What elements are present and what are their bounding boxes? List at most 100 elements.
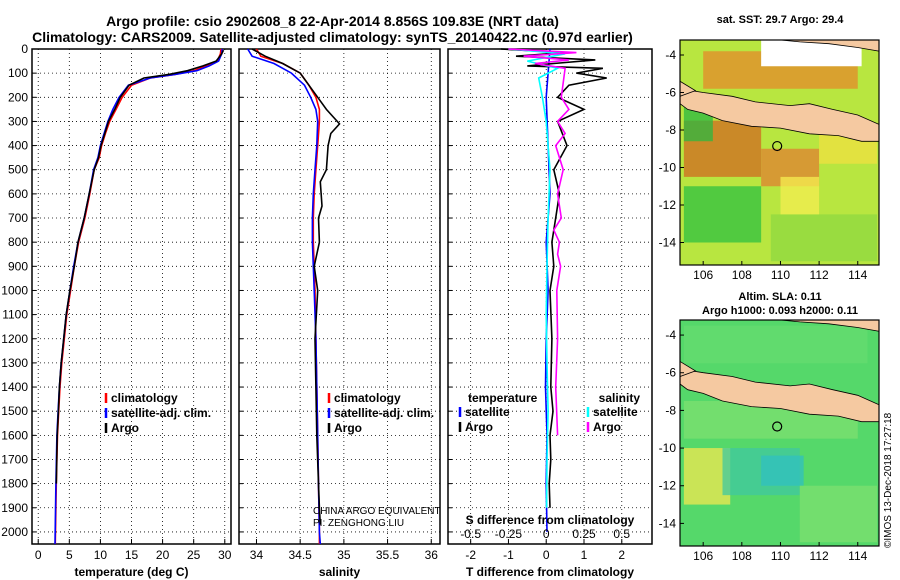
sal-legend-label: Argo <box>334 421 362 435</box>
x-tick-label: 35 <box>337 548 351 562</box>
x-tick-label: 34.5 <box>288 548 312 562</box>
series-line-s-argo <box>508 48 577 436</box>
y-tick-label: 2000 <box>1 525 28 539</box>
sst-map-patch <box>780 176 820 215</box>
diff-temp-legend-label: satellite <box>465 405 510 419</box>
y-tick-label: 1600 <box>1 428 28 442</box>
map-y-tick-label: -10 <box>659 161 677 175</box>
series-line-argo <box>55 49 225 484</box>
y-tick-label: 100 <box>8 66 28 80</box>
sla-map-title-2: Argo h1000: 0.093 h2000: 0.11 <box>702 305 858 317</box>
temp-legend-label: Argo <box>111 421 139 435</box>
map-x-tick-label: 110 <box>771 268 790 282</box>
sla-map-patch <box>683 325 868 364</box>
map-y-tick-label: -14 <box>659 516 677 530</box>
y-tick-label: 1500 <box>1 404 28 418</box>
map-y-tick-label: -14 <box>659 236 677 250</box>
sst-map <box>679 39 880 266</box>
temp-legend-label: satellite-adj. clim. <box>111 406 211 420</box>
y-tick-label: 0 <box>21 42 28 56</box>
x-tick-label: -2 <box>465 548 476 562</box>
x-tick-label: -1 <box>503 548 514 562</box>
map-y-tick-label: -4 <box>665 328 676 342</box>
secondary-tick-label: -0.5 <box>460 527 481 541</box>
sla-map-title-1: Altim. SLA: 0.11 <box>738 291 822 303</box>
map-x-tick-label: 106 <box>693 549 713 563</box>
x-tick-label: 25 <box>187 548 201 562</box>
float-annotation-2: PI: ZENGHONG LIU <box>313 518 405 529</box>
x-tick-label: 2 <box>618 548 625 562</box>
x-axis-label: temperature (deg C) <box>74 565 188 579</box>
sst-argo-point <box>772 140 783 152</box>
map-x-tick-label: 108 <box>732 549 752 563</box>
diff-temp-legend-title: temperature <box>468 391 538 405</box>
y-tick-label: 700 <box>8 211 28 225</box>
map-y-tick-label: -8 <box>665 123 676 137</box>
sla-map-patch <box>761 455 804 486</box>
temp-legend-label: climatology <box>111 391 178 405</box>
sla-argo-point <box>772 421 783 432</box>
y-tick-label: 500 <box>8 163 28 177</box>
map-x-tick-label: 114 <box>848 549 867 563</box>
x-tick-label: 1 <box>581 548 588 562</box>
y-tick-label: 200 <box>8 90 28 104</box>
diff-sal-legend-title: salinity <box>599 391 641 405</box>
secondary-tick-label: -0.25 <box>495 527 523 541</box>
x-axis-label: salinity <box>319 565 361 579</box>
map-x-tick-label: 106 <box>693 268 713 282</box>
x-tick-label: 36 <box>425 548 439 562</box>
y-tick-label: 1400 <box>1 380 28 394</box>
sst-map-patch <box>683 186 762 243</box>
float-annotation-1: CHINA ARGO EQUIVALENT <box>313 506 441 517</box>
y-tick-label: 400 <box>8 139 28 153</box>
x-tick-label: 34 <box>250 548 264 562</box>
sst-map-title: sat. SST: 29.7 Argo: 29.4 <box>716 14 844 26</box>
x-tick-label: 30 <box>218 548 232 562</box>
map-x-tick-label: 110 <box>771 549 790 563</box>
x-tick-label: 5 <box>66 548 73 562</box>
y-tick-label: 1900 <box>1 501 28 515</box>
map-y-tick-label: -4 <box>665 48 676 62</box>
series-line-satellite <box>247 48 322 545</box>
map-y-tick-label: -6 <box>665 86 676 100</box>
map-x-tick-label: 112 <box>810 549 829 563</box>
map-y-tick-label: -6 <box>665 366 676 380</box>
y-tick-label: 300 <box>8 114 28 128</box>
x-tick-label: 15 <box>125 548 139 562</box>
y-tick-label: 1000 <box>1 283 28 297</box>
y-tick-label: 1200 <box>1 332 28 346</box>
java-island <box>679 88 880 142</box>
secondary-tick-label: 0 <box>543 527 550 541</box>
y-tick-label: 1100 <box>2 308 28 322</box>
sst-map-frame <box>679 39 880 266</box>
diff-sal-legend-label: satellite <box>593 405 638 419</box>
x-tick-label: 20 <box>156 548 170 562</box>
map-y-tick-label: -12 <box>659 479 677 493</box>
y-tick-label: 1800 <box>1 477 28 491</box>
y-tick-label: 600 <box>8 187 28 201</box>
map-y-tick-label: -12 <box>659 198 677 212</box>
map-x-tick-label: 112 <box>810 268 829 282</box>
x-tick-label: 10 <box>94 548 108 562</box>
map-y-tick-label: -10 <box>659 441 677 455</box>
title-line-2: Climatology: CARS2009. Satellite-adjuste… <box>32 29 633 45</box>
y-tick-label: 800 <box>8 235 28 249</box>
diff-sal-legend-label: Argo <box>593 420 621 434</box>
footer-credit: ©IMOS 13-Dec-2018 17:27:18 <box>883 412 894 548</box>
diff-temp-legend-label: Argo <box>465 420 493 434</box>
x-tick-label: 0 <box>543 548 550 562</box>
sla-map <box>679 319 880 547</box>
x-tick-label: 35.5 <box>376 548 400 562</box>
map-x-tick-label: 108 <box>732 268 752 282</box>
secondary-axis-label: S difference from climatology <box>466 513 635 527</box>
sst-map-patch <box>770 214 878 262</box>
secondary-tick-label: 0.5 <box>613 527 630 541</box>
x-tick-label: 0 <box>35 548 42 562</box>
sal-legend-label: satellite-adj. clim. <box>334 406 434 420</box>
x-axis-label: T difference from climatology <box>466 565 634 579</box>
java-island <box>679 368 880 423</box>
secondary-tick-label: 0.25 <box>572 527 596 541</box>
map-x-tick-label: 114 <box>848 268 867 282</box>
y-tick-label: 900 <box>8 259 28 273</box>
